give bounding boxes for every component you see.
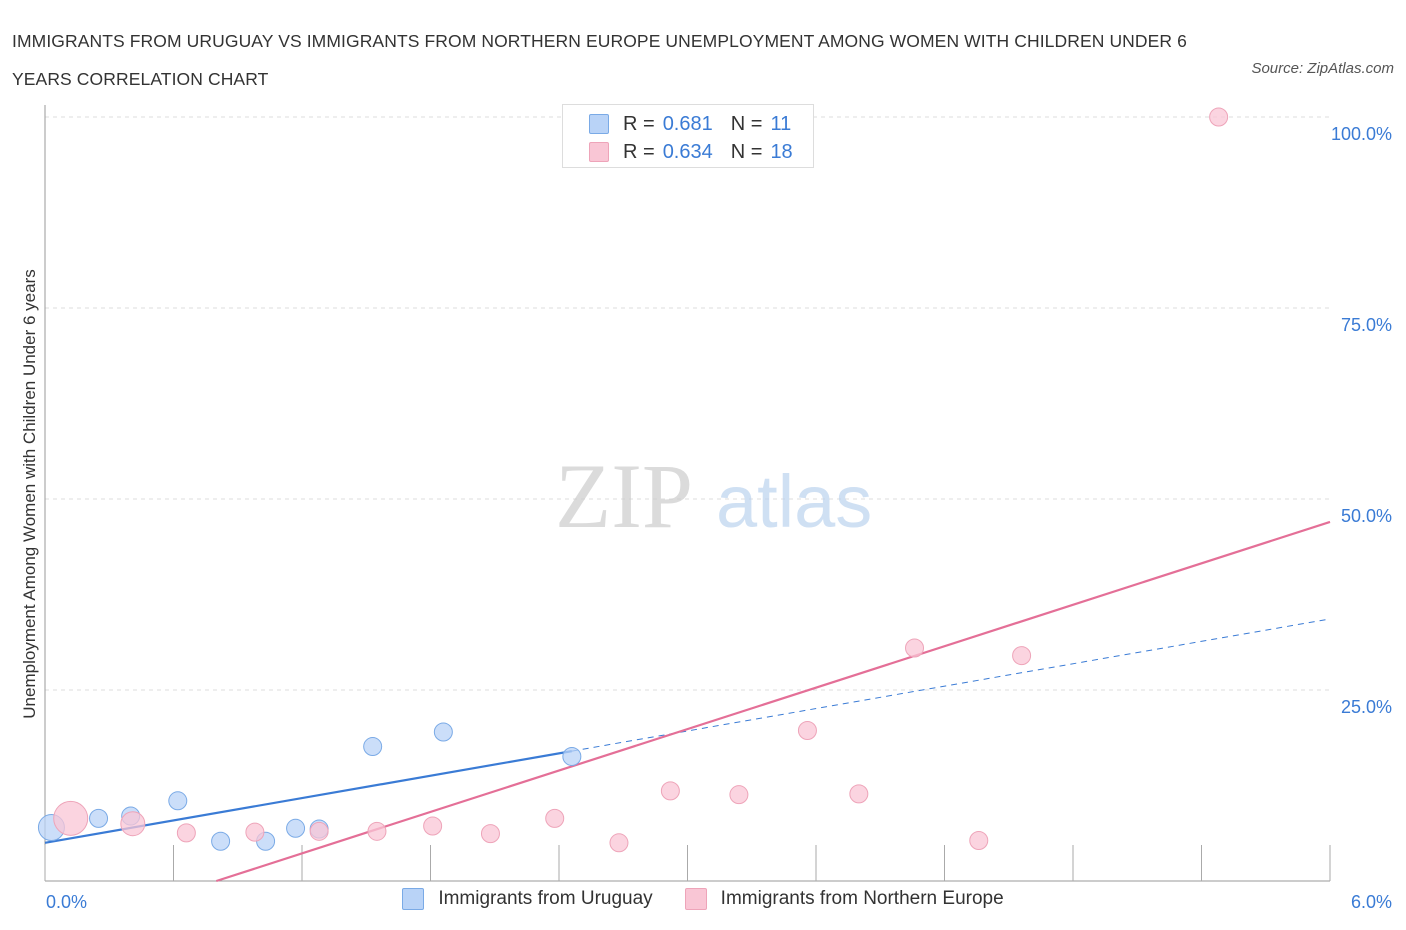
r-label: R = bbox=[623, 140, 655, 163]
chart-title: IMMIGRANTS FROM URUGUAY VS IMMIGRANTS FR… bbox=[12, 31, 1187, 89]
uruguay-swatch-icon bbox=[402, 888, 425, 910]
uruguay-point bbox=[433, 722, 453, 742]
legend-row-northern-europe: R = 0.634 N = 18 bbox=[589, 140, 793, 164]
northern-europe-point bbox=[480, 824, 500, 844]
uruguay-trend-extension bbox=[571, 618, 1331, 752]
northern-europe-point bbox=[1209, 107, 1229, 127]
source-label: Source: ZipAtlas.com bbox=[1251, 60, 1394, 77]
northern-europe-point bbox=[1012, 646, 1032, 666]
r-value: 0.634 bbox=[662, 140, 713, 163]
n-value: 18 bbox=[770, 140, 793, 163]
y-axis-label: Unemployment Among Women with Children U… bbox=[20, 269, 39, 718]
r-value: 0.681 bbox=[662, 112, 713, 135]
legend-item-uruguay[interactable]: Immigrants from Uruguay bbox=[402, 888, 653, 910]
northern-europe-point bbox=[797, 720, 817, 740]
y-tick-label: 75.0% bbox=[1341, 315, 1392, 335]
y-tick-label: 100.0% bbox=[1331, 124, 1392, 144]
y-tick-label: 50.0% bbox=[1341, 506, 1392, 526]
northern-europe-point bbox=[729, 785, 749, 805]
uruguay-point bbox=[168, 791, 188, 811]
northern-europe-point bbox=[609, 833, 629, 853]
uruguay-point bbox=[286, 818, 306, 838]
r-label: R = bbox=[623, 112, 655, 135]
northern-europe-swatch-icon bbox=[589, 142, 609, 162]
northern-europe-point bbox=[905, 638, 925, 658]
x-tick-label: 0.0% bbox=[46, 892, 87, 912]
watermark-atlas: atlas bbox=[716, 460, 872, 543]
northern-europe-point bbox=[367, 821, 387, 841]
x-tick-label: 6.0% bbox=[1351, 892, 1392, 912]
n-label: N = bbox=[730, 112, 763, 135]
watermark-zip: ZIP bbox=[555, 445, 693, 547]
legend-label-northern-europe: Immigrants from Northern Europe bbox=[720, 888, 1004, 909]
northern-europe-point bbox=[120, 811, 146, 837]
legend-label-uruguay: Immigrants from Uruguay bbox=[438, 888, 653, 909]
n-value: 11 bbox=[770, 112, 792, 135]
n-label: N = bbox=[730, 140, 763, 163]
northern-europe-point bbox=[176, 823, 196, 843]
northern-europe-point bbox=[309, 821, 329, 841]
northern-europe-point bbox=[245, 822, 265, 842]
northern-europe-swatch-icon bbox=[684, 888, 707, 910]
northern-europe-point bbox=[423, 816, 443, 836]
y-tick-label: 25.0% bbox=[1341, 697, 1392, 717]
uruguay-point bbox=[89, 808, 109, 828]
northern-europe-point bbox=[545, 808, 565, 828]
correlation-legend: R = 0.681 N = 11 R = 0.634 N = 18 bbox=[562, 104, 814, 168]
northern-europe-point bbox=[849, 784, 869, 804]
series-legend: Immigrants from Uruguay Immigrants from … bbox=[0, 888, 1406, 910]
northern-europe-trend-line bbox=[215, 520, 1331, 883]
northern-europe-point bbox=[969, 831, 989, 851]
northern-europe-point bbox=[53, 800, 89, 836]
legend-row-uruguay: R = 0.681 N = 11 bbox=[589, 112, 791, 136]
uruguay-point bbox=[211, 831, 231, 851]
uruguay-point bbox=[562, 746, 582, 766]
legend-item-northern-europe[interactable]: Immigrants from Northern Europe bbox=[684, 888, 1004, 910]
uruguay-swatch-icon bbox=[589, 114, 609, 134]
northern-europe-point bbox=[660, 781, 680, 801]
uruguay-point bbox=[363, 737, 383, 757]
